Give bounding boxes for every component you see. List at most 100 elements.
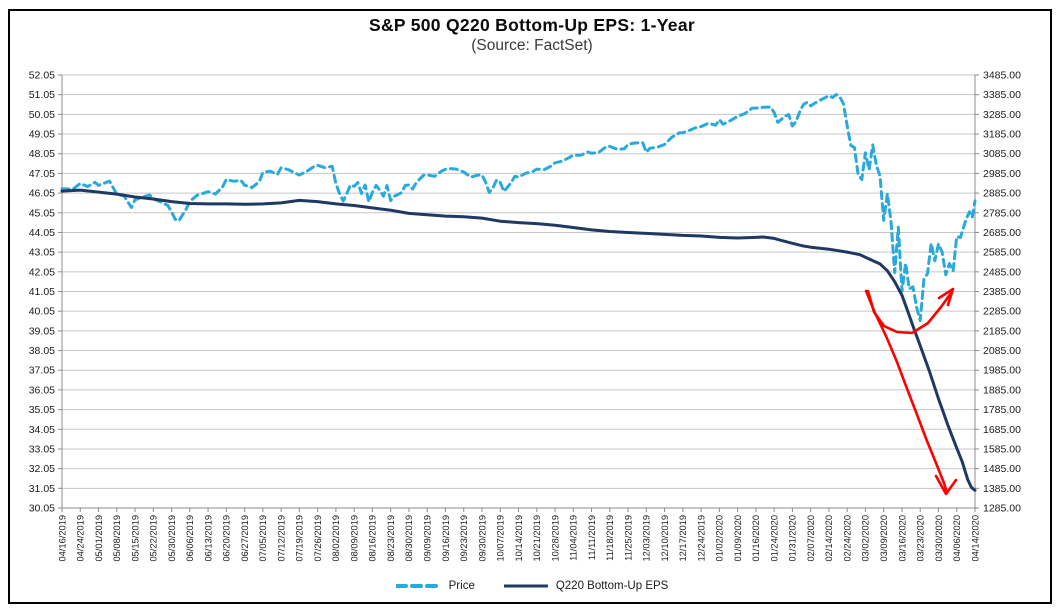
x-axis-tick-label: 07/12/2019 [276,515,286,562]
x-axis-tick-label: 05/15/2019 [130,515,140,562]
x-axis-tick-label: 03/09/2020 [879,515,889,562]
right-axis-tick-label: 3085.00 [983,148,1021,160]
x-axis-tick-label: 09/30/2019 [477,515,487,562]
right-axis-tick-label: 1385.00 [983,483,1021,495]
price-line [60,93,977,323]
x-axis-tick-label: 01/02/2020 [715,515,725,562]
left-axis-tick-label: 39.05 [29,325,55,337]
x-axis-tick-label: 02/24/2020 [842,515,852,562]
y-gridlines [58,74,979,509]
legend-label-price: Price [448,580,475,592]
left-axis-tick-label: 50.05 [29,109,55,121]
left-axis-tick-label: 36.05 [29,384,55,396]
left-axis-tick-label: 49.05 [29,129,55,141]
left-axis-tick-label: 33.05 [29,443,55,455]
left-axis-tick-label: 45.05 [29,207,55,219]
left-axis-tick-label: 52.05 [29,70,55,82]
left-axis-tick-label: 42.05 [29,266,55,278]
x-axis-tick-label: 04/06/2020 [952,515,962,562]
x-axis-tick-label: 11/11/2019 [587,515,597,560]
left-axis-tick-label: 43.05 [29,247,55,259]
right-axis-tick-label: 1785.00 [983,404,1021,416]
eps-line-swatch-icon [503,584,548,588]
x-axis-tick-label: 10/14/2019 [514,515,524,562]
left-axis-tick-label: 35.05 [29,404,55,416]
x-axis-tick-label: 09/23/2019 [459,515,469,562]
legend-label-eps: Q220 Bottom-Up EPS [555,580,669,592]
right-axis-tick-label: 2785.00 [983,207,1021,219]
x-axis-tick-label: 08/30/2019 [404,515,414,562]
x-axis-tick-label: 12/17/2019 [678,515,688,562]
x-axis-tick-label: 01/24/2020 [769,515,779,562]
x-axis-tick-label: 11/18/2019 [605,515,615,561]
x-axis-tick-label: 06/20/2019 [222,515,232,562]
right-axis-tick-label: 2585.00 [983,247,1021,259]
chart-border [8,9,1052,604]
x-axis-tick-label: 10/07/2019 [496,515,506,562]
left-axis-tick-label: 40.05 [29,306,55,318]
right-axis-tick-label: 1585.00 [983,443,1021,455]
x-axis-tick-label: 08/16/2019 [368,515,378,562]
right-axis-tick-label: 1985.00 [983,365,1021,377]
left-axis-tick-label: 34.05 [29,424,55,436]
x-axis-tick-label: 04/16/2019 [57,515,67,562]
x-axis-tick-label: 09/09/2019 [423,515,433,562]
eps-line [60,188,977,492]
right-axis-tick-label: 2885.00 [983,188,1021,200]
x-axis-tick-label: 08/02/2019 [331,515,341,562]
x-axis-tick-label: 07/19/2019 [295,515,305,562]
left-axis-tick-label: 51.05 [29,89,55,101]
right-axis-tick-label: 1685.00 [983,424,1021,436]
x-axis-tick-label: 01/09/2020 [733,515,743,562]
right-axis-tick-label: 2685.00 [983,227,1021,239]
right-axis-tick-label: 1485.00 [983,463,1021,475]
x-axis-labels: 04/16/2019 04/24/2019 05/01/2019 05/08/2019… [57,508,980,562]
x-axis-tick-label: 06/06/2019 [185,515,195,562]
right-axis-tick-label: 2285.00 [983,306,1021,318]
left-axis-tick-label: 47.05 [29,168,55,180]
x-axis-tick-label: 02/14/2020 [824,515,834,562]
x-axis-tick-label: 01/16/2020 [751,515,761,562]
chart-title: S&P 500 Q220 Bottom-Up EPS: 1-Year [369,15,695,35]
right-axis-tick-label: 2185.00 [983,325,1021,337]
left-axis-tick-label: 38.05 [29,345,55,357]
x-axis-tick-label: 09/16/2019 [441,515,451,562]
right-axis-tick-label: 3485.00 [983,70,1021,82]
legend-item-price: Price [395,580,475,592]
x-axis-tick-label: 07/05/2019 [258,515,268,562]
x-axis-tick-label: 11/25/2019 [623,515,633,561]
x-axis-tick-label: 08/23/2019 [386,515,396,562]
left-axis-tick-label: 44.05 [29,227,55,239]
left-axis-tick-label: 48.05 [29,148,55,160]
x-axis-tick-label: 05/01/2019 [94,515,104,562]
axis-labels: 52.05 3485.00 51.05 3385.00 50.05 3285.00 49.0… [29,70,1021,515]
x-axis-tick-label: 12/10/2019 [660,515,670,562]
left-axis-tick-label: 46.05 [29,188,55,200]
x-axis-tick-label: 03/23/2020 [916,515,926,562]
left-axis-tick-label: 30.05 [29,503,55,515]
right-axis-tick-label: 3185.00 [983,129,1021,141]
x-axis-tick-label: 07/26/2019 [313,515,323,562]
x-axis-tick-label: 08/09/2019 [349,515,359,562]
x-axis-tick-label: 12/03/2019 [642,515,652,562]
x-axis-tick-label: 04/14/2020 [970,515,980,562]
x-axis-tick-label: 05/08/2019 [112,515,122,562]
x-axis-tick-label: 06/13/2019 [203,515,213,562]
left-axis-tick-label: 41.05 [29,286,55,298]
right-axis-tick-label: 2485.00 [983,266,1021,278]
x-axis-tick-label: 02/07/2020 [806,515,816,562]
x-axis-tick-label: 03/30/2020 [934,515,944,562]
x-axis-tick-label: 11/04/2019 [569,515,579,561]
left-axis-tick-label: 32.05 [29,463,55,475]
right-axis-tick-label: 3385.00 [983,89,1021,101]
eps-crash-arrow [864,289,958,496]
legend-item-eps: Q220 Bottom-Up EPS [503,580,669,592]
x-axis-tick-label: 05/30/2019 [167,515,177,562]
x-axis-tick-label: 04/24/2019 [76,515,86,562]
chart-legend: Price Q220 Bottom-Up EPS [0,580,1064,592]
left-axis-tick-label: 37.05 [29,365,55,377]
x-axis-tick-label: 03/02/2020 [861,515,871,562]
x-axis-tick-label: 06/27/2019 [240,515,250,562]
